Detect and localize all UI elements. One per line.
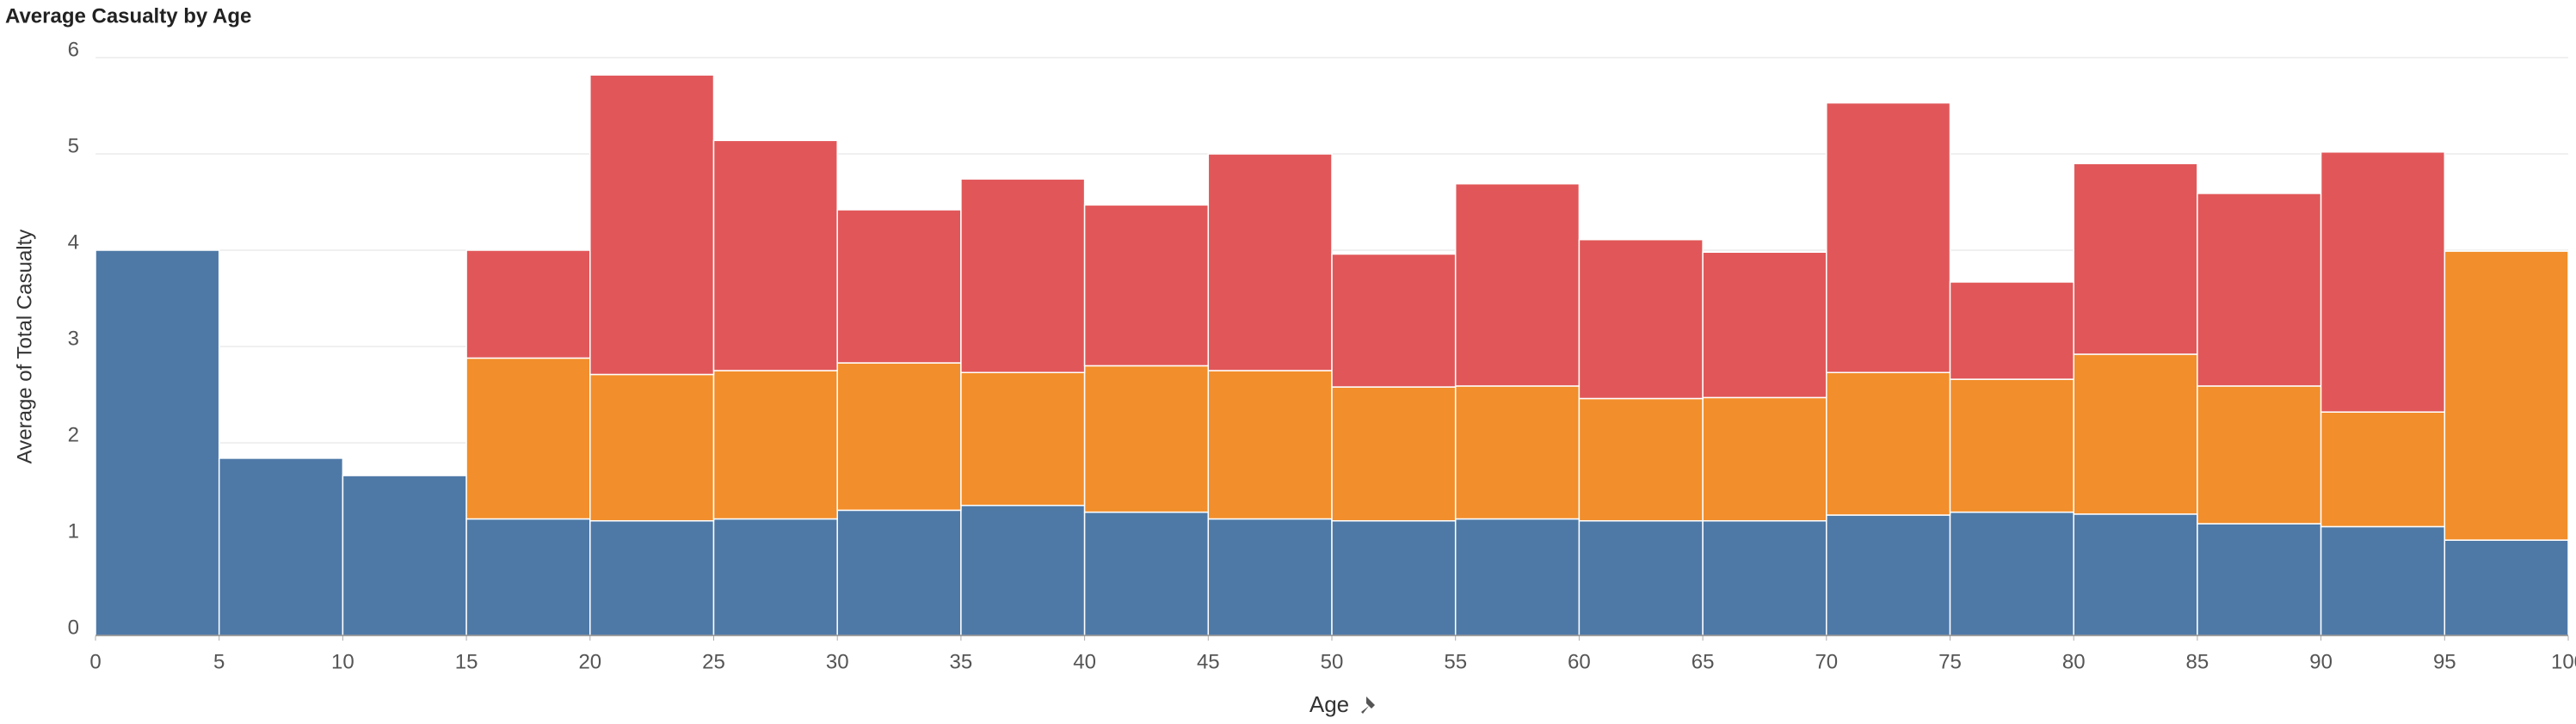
bar xyxy=(218,457,344,636)
x-tick-label: 60 xyxy=(1568,650,1591,673)
bar xyxy=(1454,182,1581,387)
bar xyxy=(1207,518,1333,636)
bar xyxy=(465,518,591,636)
x-tick-label: 90 xyxy=(2309,650,2333,673)
bar xyxy=(95,249,220,636)
bar xyxy=(2197,193,2322,387)
y-tick-label: 1 xyxy=(68,519,79,543)
bar xyxy=(589,373,715,522)
bar xyxy=(589,519,715,636)
x-tick-label: 45 xyxy=(1197,650,1220,673)
x-tick-label: 0 xyxy=(89,650,101,673)
bar xyxy=(1826,101,1951,373)
bar xyxy=(1578,397,1704,522)
bar xyxy=(836,362,962,512)
bar xyxy=(1083,511,1210,636)
y-tick-label: 4 xyxy=(68,230,79,254)
bar xyxy=(1083,365,1210,513)
bar xyxy=(1702,251,1827,399)
x-tick-label: 25 xyxy=(702,650,725,673)
x-tick-label: 75 xyxy=(1938,650,1962,673)
y-tick-label: 6 xyxy=(68,38,79,61)
y-tick-label: 2 xyxy=(68,423,79,446)
bar xyxy=(2320,411,2446,528)
bar xyxy=(712,139,838,371)
y-tick-label: 0 xyxy=(68,616,79,639)
bar xyxy=(836,509,962,636)
bar xyxy=(960,178,1086,373)
bar xyxy=(1083,204,1210,367)
x-tick-label: 5 xyxy=(213,650,225,673)
x-tick-label: 85 xyxy=(2186,650,2209,673)
x-axis-title: Age xyxy=(1310,691,1349,717)
bar xyxy=(836,209,962,364)
x-tick-label: 65 xyxy=(1692,650,1715,673)
bar xyxy=(1578,238,1704,400)
bar xyxy=(342,475,467,636)
bar xyxy=(2197,523,2322,636)
bar xyxy=(1949,511,2074,636)
bar xyxy=(2444,539,2569,636)
x-tick-label: 55 xyxy=(1444,650,1467,673)
bar xyxy=(1331,386,1457,522)
bar xyxy=(2197,385,2322,525)
bar xyxy=(1207,370,1333,520)
bar xyxy=(1578,519,1704,636)
y-tick-label: 5 xyxy=(68,134,79,157)
x-tick-label: 30 xyxy=(826,650,849,673)
x-tick-label: 100 xyxy=(2551,650,2576,673)
bar xyxy=(589,74,715,376)
y-tick-label: 3 xyxy=(68,327,79,350)
bar xyxy=(1454,518,1581,636)
chart-title: Average Casualty by Age xyxy=(5,4,251,28)
bar xyxy=(1949,281,2074,380)
bar xyxy=(960,505,1086,636)
bar xyxy=(1454,385,1581,520)
pin-icon xyxy=(1361,696,1375,714)
bar xyxy=(2073,513,2198,636)
x-tick-label: 40 xyxy=(1073,650,1096,673)
bar xyxy=(2073,353,2198,515)
x-tick-label: 50 xyxy=(1321,650,1344,673)
bar xyxy=(465,357,591,520)
bar xyxy=(1331,253,1457,388)
bar xyxy=(1949,378,2074,513)
bar xyxy=(2320,151,2446,413)
x-tick-label: 20 xyxy=(578,650,601,673)
bar xyxy=(1826,371,1951,516)
bar xyxy=(1826,514,1951,636)
bar xyxy=(960,371,1086,506)
x-tick-label: 10 xyxy=(331,650,354,673)
x-tick-label: 70 xyxy=(1815,650,1838,673)
x-tick-label: 35 xyxy=(950,650,973,673)
bar xyxy=(1331,519,1457,636)
bar xyxy=(2320,525,2446,636)
y-axis-title: Average of Total Casualty xyxy=(13,230,36,464)
bar xyxy=(712,518,838,636)
x-tick-label: 95 xyxy=(2433,650,2456,673)
bar xyxy=(1702,396,1827,522)
bar xyxy=(1702,519,1827,636)
bar xyxy=(2444,250,2569,541)
bar xyxy=(712,370,838,520)
x-tick-label: 80 xyxy=(2062,650,2086,673)
bar xyxy=(1207,153,1333,371)
bar xyxy=(465,249,591,359)
x-tick-label: 15 xyxy=(455,650,478,673)
bar xyxy=(2073,163,2198,355)
